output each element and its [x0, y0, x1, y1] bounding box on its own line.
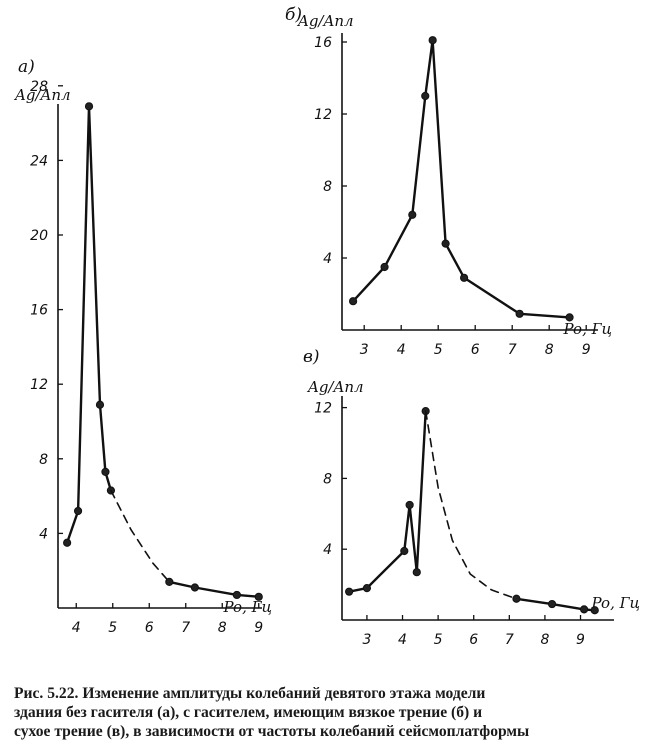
x-tick-label: 7 — [181, 620, 190, 636]
panel-a: а) Ag/Aпл Po, Гц 4 5 6 7 8 9 4 8 12 16 20 24 28 — [13, 57, 272, 636]
y-tick-label: 24 — [30, 153, 48, 169]
x-tick-label: 5 — [434, 632, 443, 648]
x-axis-label: Po, Гц — [591, 594, 640, 612]
y-axis-label: Ag/Aпл — [296, 12, 354, 30]
y-tick-label: 20 — [30, 228, 48, 244]
data-point — [73, 506, 83, 516]
data-point — [515, 309, 524, 318]
series-line-solid — [347, 409, 427, 593]
y-tick-label: 4 — [323, 251, 332, 267]
data-point — [101, 467, 110, 476]
data-point — [349, 297, 358, 306]
caption-line-2: здания без гасителя (а), с гасителем, им… — [14, 704, 483, 721]
series-line-dashed — [110, 489, 171, 583]
data-point — [345, 587, 354, 596]
data-point — [590, 606, 599, 615]
x-axis-label: Po, Гц — [223, 598, 272, 616]
x-axis-label: Po, Гц — [563, 320, 612, 338]
data-point — [460, 273, 469, 282]
x-tick-label: 5 — [108, 620, 117, 636]
data-point — [400, 546, 409, 556]
panel-label: а) — [18, 57, 35, 77]
x-tick-label: 7 — [508, 342, 517, 358]
series-line-solid — [65, 105, 113, 544]
data-point — [63, 538, 72, 547]
data-point — [408, 210, 417, 219]
data-point — [412, 568, 421, 577]
panel-c: в) Ag/Aпл Po, Гц 3 4 5 6 7 8 9 4 8 12 — [303, 347, 640, 648]
y-tick-label: 16 — [30, 303, 48, 319]
x-tick-label: 3 — [360, 342, 369, 358]
y-axis-label: Ag/Aпл — [306, 378, 364, 396]
figure-caption: Рис. 5.22. Изменение амплитуды колебаний… — [14, 684, 654, 741]
x-tick-label: 4 — [72, 620, 81, 636]
y-tick-label: 4 — [39, 526, 48, 542]
caption-line-1: Рис. 5.22. Изменение амплитуды колебаний… — [14, 685, 486, 702]
y-tick-label: 12 — [30, 377, 48, 393]
series-line-solid — [515, 597, 596, 612]
y-tick-label: 16 — [314, 35, 332, 51]
x-tick-label: 8 — [540, 632, 549, 648]
data-point — [190, 583, 199, 592]
data-point — [232, 590, 241, 600]
data-point — [579, 605, 589, 614]
x-tick-label: 4 — [397, 342, 406, 358]
panel-label: б) — [285, 5, 302, 25]
data-point — [84, 102, 94, 111]
panel-b: б)Ag/Aпл Po, Гц 3 4 5 6 7 8 9 4 8 12 16 — [285, 5, 612, 358]
x-tick-label: 9 — [254, 620, 263, 636]
series-line-solid — [168, 580, 260, 598]
caption-line-3: сухое трение (в), в зависимости от часто… — [14, 723, 530, 740]
x-tick-label: 6 — [469, 632, 478, 648]
y-tick-label: 8 — [39, 452, 48, 468]
y-tick-label: 12 — [314, 401, 332, 417]
x-tick-label: 5 — [434, 342, 443, 358]
data-point — [565, 313, 574, 322]
data-point — [441, 239, 450, 248]
y-tick-label: 8 — [323, 471, 332, 487]
data-point — [428, 36, 437, 45]
y-tick-label: 4 — [323, 542, 332, 558]
y-tick-label: 28 — [30, 79, 48, 95]
data-point — [165, 577, 174, 586]
data-point — [380, 262, 389, 272]
series-line-dashed — [424, 410, 518, 600]
x-tick-label: 8 — [218, 620, 227, 636]
x-tick-label: 6 — [145, 620, 154, 636]
x-tick-label: 7 — [505, 632, 514, 648]
x-tick-label: 9 — [576, 632, 585, 648]
y-axis-label: Ag/Aпл — [13, 86, 71, 104]
x-tick-label: 8 — [545, 342, 554, 358]
data-point — [405, 500, 414, 510]
data-point — [547, 599, 557, 609]
x-tick-label: 9 — [582, 342, 591, 358]
y-tick-label: 12 — [314, 107, 332, 123]
data-point — [421, 91, 430, 101]
data-point — [512, 594, 521, 603]
panel-label: в) — [303, 347, 320, 367]
x-tick-label: 4 — [398, 632, 407, 648]
data-point — [95, 400, 105, 409]
data-point — [362, 584, 372, 593]
x-tick-label: 6 — [471, 342, 480, 358]
y-tick-label: 8 — [323, 179, 332, 195]
data-point — [254, 592, 263, 601]
x-tick-label: 3 — [362, 632, 371, 648]
